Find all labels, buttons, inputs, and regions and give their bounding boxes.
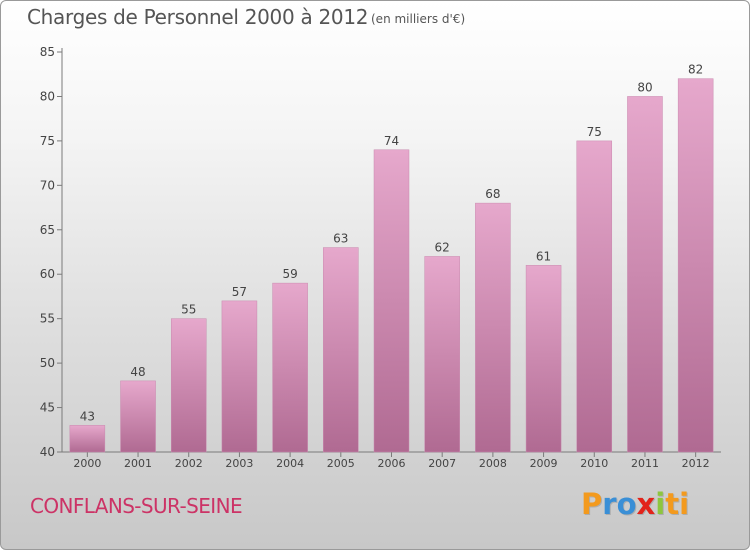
town-name: CONFLANS-SUR-SEINE [30, 494, 243, 518]
data-label: 48 [130, 365, 145, 379]
logo-letter: i [655, 487, 666, 521]
logo-letter: o [616, 487, 637, 521]
data-label: 55 [181, 303, 196, 317]
bar [272, 282, 308, 453]
data-label: 61 [536, 249, 551, 263]
x-tick-label: 2010 [580, 457, 608, 470]
x-tick-label: 2008 [479, 457, 507, 470]
data-label: 75 [587, 125, 602, 139]
data-label: 82 [688, 63, 703, 77]
y-tick-label: 85 [40, 45, 55, 59]
x-tick-label: 2012 [682, 457, 710, 470]
x-tick-label: 2006 [378, 457, 406, 470]
y-tick-label: 55 [40, 312, 55, 326]
y-tick-label: 65 [40, 223, 55, 237]
y-tick-label: 80 [40, 89, 55, 103]
data-label: 68 [485, 187, 500, 201]
y-tick-label: 60 [40, 267, 55, 281]
y-tick-label: 45 [40, 401, 55, 415]
x-tick-label: 2001 [124, 457, 152, 470]
data-label: 62 [435, 240, 450, 254]
bar [677, 78, 714, 453]
chart-title: Charges de Personnel 2000 à 2012 [27, 5, 369, 29]
x-tick-label: 2009 [530, 457, 558, 470]
bar [576, 140, 613, 453]
chart-subtitle: (en milliers d'€) [371, 12, 466, 26]
bar [627, 96, 663, 453]
logo-letter: x [636, 487, 656, 521]
bar [120, 380, 156, 453]
x-tick-label: 2007 [428, 457, 456, 470]
y-tick-label: 40 [40, 445, 55, 459]
data-label: 74 [384, 134, 399, 148]
y-tick-label: 50 [40, 356, 55, 370]
x-tick-label: 2005 [327, 457, 355, 470]
bar [424, 256, 460, 453]
logo-letter: P [581, 487, 603, 521]
data-label: 43 [80, 409, 95, 423]
data-label: 63 [333, 232, 348, 246]
bar [69, 425, 106, 453]
logo-letter: t [665, 487, 680, 521]
logo-letter: i [679, 487, 690, 521]
x-tick-label: 2002 [175, 457, 203, 470]
y-tick-label: 70 [40, 178, 55, 192]
x-tick-label: 2011 [631, 457, 659, 470]
proxiti-logo: Proxiti [581, 487, 689, 521]
bar [475, 202, 511, 453]
x-tick-label: 2004 [276, 457, 304, 470]
bar [221, 300, 258, 453]
bar [323, 247, 359, 453]
x-tick-label: 2000 [73, 457, 101, 470]
bar [170, 318, 207, 453]
bar [525, 265, 562, 453]
bar [373, 149, 410, 453]
y-tick-label: 75 [40, 134, 55, 148]
data-label: 57 [232, 285, 247, 299]
data-label: 59 [282, 267, 297, 281]
data-label: 80 [637, 80, 652, 94]
x-tick-label: 2003 [225, 457, 253, 470]
logo-letter: r [602, 487, 617, 521]
